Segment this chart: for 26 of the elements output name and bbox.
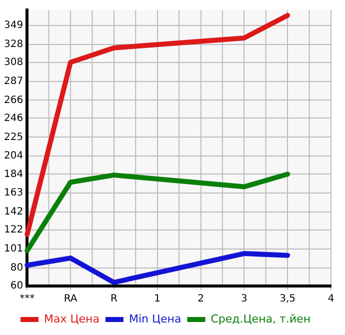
x-tick-label: ***: [20, 294, 35, 305]
y-tick-label: 163: [4, 188, 24, 199]
y-tick-label: 204: [4, 150, 24, 162]
y-tick-label: 60: [10, 280, 24, 292]
x-tick-label: 2: [198, 294, 204, 305]
y-tick-label: 142: [4, 206, 24, 218]
y-tick-label: 328: [4, 38, 24, 50]
y-tick-label: 308: [4, 56, 24, 68]
y-tick-label: 246: [4, 112, 24, 124]
y-tick-label: 101: [4, 244, 24, 255]
y-tick-label: 80: [10, 262, 24, 274]
y-tick-label: 184: [4, 168, 24, 180]
x-tick-label: 4: [328, 294, 334, 305]
x-tick-label: RA: [64, 294, 78, 305]
y-tick-label: 349: [4, 20, 24, 31]
x-tick-label: R: [110, 294, 118, 305]
x-tick-label: 3,5: [280, 294, 296, 305]
legend-label: Max Цена: [44, 312, 100, 326]
y-tick-label: 122: [4, 224, 24, 236]
y-tick-label: 266: [4, 94, 24, 106]
legend-label: Min Цена: [128, 312, 182, 326]
y-tick-label: 225: [4, 132, 24, 143]
legend-label: Сред.Цена, т.йен: [210, 312, 311, 326]
x-tick-label: 1: [154, 294, 161, 305]
x-tick-label: 3: [240, 294, 248, 305]
y-tick-label: 287: [4, 76, 24, 87]
